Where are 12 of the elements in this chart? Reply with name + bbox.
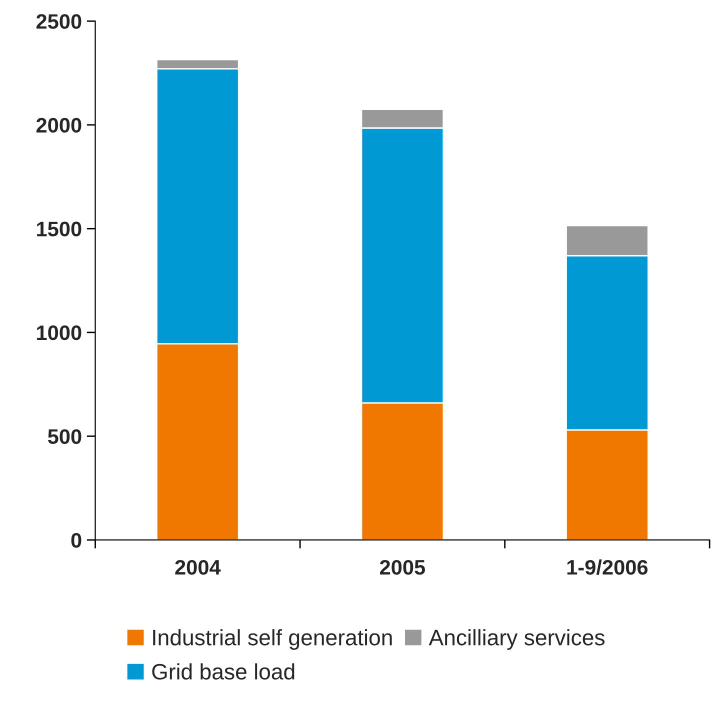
y-tick-label: 500 (48, 429, 82, 444)
legend-label: Ancilliary services (428, 629, 605, 650)
x-tick-label: 2005 (380, 560, 426, 575)
y-tick-label: 1000 (37, 325, 82, 340)
x-tick-label: 1-9/2006 (567, 559, 648, 575)
y-tick-label: 1500 (37, 222, 82, 236)
legend-label: Grid base load (152, 663, 294, 680)
y-tick-label: 2000 (36, 118, 82, 133)
legend-label: Industrial self generation (153, 629, 392, 650)
y-tick-label: 2500 (36, 14, 82, 29)
x-tick-label: 2004 (175, 560, 221, 575)
y-tick-label: 0 (71, 532, 82, 548)
